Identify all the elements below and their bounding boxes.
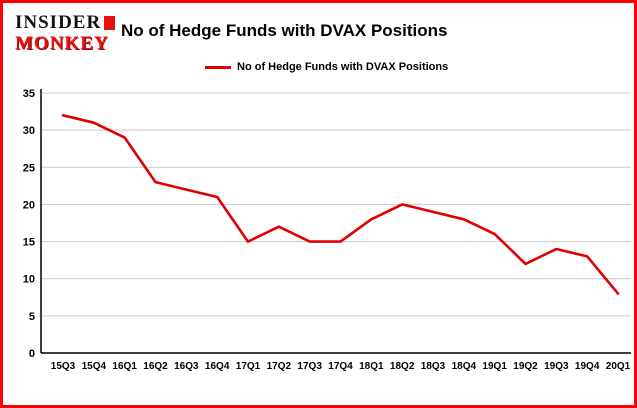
logo-text-insider: INSIDER	[15, 12, 102, 33]
x-tick-label: 20Q1	[606, 361, 631, 372]
x-tick-label: 17Q2	[267, 361, 292, 372]
x-tick-label: 19Q4	[575, 361, 600, 372]
y-tick-label: 35	[23, 88, 35, 100]
y-tick-label: 10	[23, 274, 35, 286]
x-tick-label: 16Q2	[143, 361, 168, 372]
x-tick-label: 17Q1	[236, 361, 261, 372]
x-tick-label: 17Q3	[297, 361, 322, 372]
chart-title: No of Hedge Funds with DVAX Positions	[121, 21, 448, 40]
x-tick-label: 18Q1	[359, 361, 384, 372]
x-tick-label: 15Q4	[82, 361, 107, 372]
y-tick-label: 30	[23, 125, 35, 137]
chart-svg: 0 5 10 15 20 25 30 35 15Q3 15Q4 16Q1 16Q2 16Q3 16Q4 17…	[23, 88, 631, 372]
x-tick-label: 16Q1	[112, 361, 137, 372]
chart-legend: No of Hedge Funds with DVAX Positions	[205, 61, 448, 73]
legend-label: No of Hedge Funds with DVAX Positions	[237, 61, 449, 73]
x-tick-label: 19Q1	[482, 361, 507, 372]
y-tick-label: 20	[23, 199, 35, 211]
logo-text-monkey: MONKEY	[15, 33, 109, 54]
y-tick-label: 0	[29, 348, 35, 360]
y-tick-label: 15	[23, 237, 35, 249]
x-tick-label: 18Q3	[421, 361, 446, 372]
x-tick-label: 15Q3	[51, 361, 76, 372]
y-tick-label: 25	[23, 162, 35, 174]
x-tick-label: 16Q4	[205, 361, 230, 372]
insider-monkey-logo: INSIDER MONKEY	[15, 12, 116, 54]
y-tick-label: 5	[29, 311, 35, 323]
logo-line1: INSIDER	[15, 12, 116, 33]
x-tick-label: 19Q3	[544, 361, 569, 372]
series-line	[61, 113, 620, 295]
x-tick-label: 18Q2	[390, 361, 415, 372]
x-tick-label: 17Q4	[328, 361, 353, 372]
x-tick-label: 18Q4	[452, 361, 477, 372]
x-tick-label: 19Q2	[513, 361, 538, 372]
legend-line-swatch	[205, 65, 231, 69]
x-tick-label: 16Q3	[174, 361, 199, 372]
logo-red-block-icon	[104, 15, 116, 30]
